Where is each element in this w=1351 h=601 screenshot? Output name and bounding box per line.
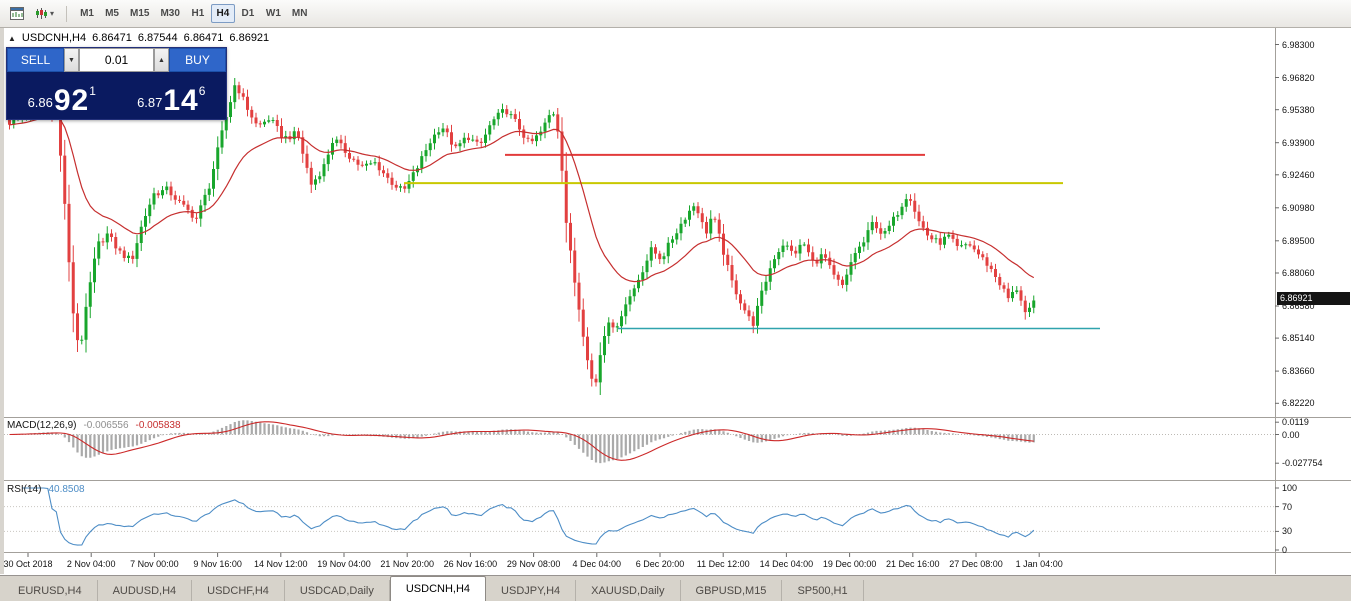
chart-tab-xauusd-daily[interactable]: XAUUSD,Daily [576, 580, 681, 601]
volume-input[interactable] [79, 48, 154, 72]
timeframe-button-d1[interactable]: D1 [241, 8, 255, 19]
ohlc-high: 6.87544 [137, 32, 178, 44]
toolbar-separator [66, 5, 68, 22]
one-click-trading-panel: SELL ▼ ▲ BUY 6.86 92 1 6.87 14 6 [6, 47, 227, 120]
buy-button[interactable]: BUY [169, 48, 226, 72]
chart-tab-sp500-h1[interactable]: SP500,H1 [782, 580, 864, 601]
chart-tab-gbpusd-m15[interactable]: GBPUSD,M15 [681, 580, 783, 601]
ohlc-low: 6.86471 [183, 32, 224, 44]
sell-price-head: 6.86 [27, 95, 53, 110]
buy-price-head: 6.87 [137, 95, 163, 110]
one-click-collapse-icon[interactable]: ▲ [8, 34, 16, 43]
chart-tab-audusd-h4[interactable]: AUDUSD,H4 [98, 580, 193, 601]
trade-prices-row: 6.86 92 1 6.87 14 6 [7, 72, 226, 119]
sell-price-sup: 1 [89, 84, 96, 98]
macd-signal-value: -0.005838 [135, 420, 181, 431]
dropdown-caret-icon: ▾ [50, 9, 55, 18]
rsi-value: 40.8508 [48, 484, 85, 495]
chart-left-border [0, 28, 4, 574]
candle-wicks-down [9, 81, 1026, 387]
rsi-indicator-label: RSI(14) 40.8508 [7, 484, 85, 495]
chart-header: ▲ USDCNH,H4 6.86471 6.87544 6.86471 6.86… [8, 32, 269, 44]
buy-price-big: 14 [163, 84, 199, 117]
rsi-line [22, 487, 1035, 546]
timeframe-button-m15[interactable]: M15 [130, 8, 150, 19]
chart-tab-eurusd-h4[interactable]: EURUSD,H4 [3, 580, 98, 601]
sell-button[interactable]: SELL [7, 48, 64, 72]
chart-symbol: USDCNH,H4 [21, 32, 87, 44]
macd-indicator-label: MACD(12,26,9) -0.006556 -0.005838 [7, 420, 181, 431]
candlestick-chart-icon [36, 8, 47, 19]
top-toolbar: ▾ M1 M5 M15 M30 H1 H4 D1 W1 MN [0, 0, 1351, 28]
chart-window-icon[interactable] [6, 4, 28, 24]
moving-average-line [9, 115, 1035, 283]
macd-histogram [12, 420, 1035, 464]
rsi-name: RSI(14) [7, 484, 42, 495]
timeframe-button-h4[interactable]: H4 [210, 4, 235, 23]
volume-increase-button[interactable]: ▲ [154, 48, 169, 72]
chart-tab-usdcad-daily[interactable]: USDCAD,Daily [285, 580, 390, 601]
chart-window-glyph [10, 7, 24, 20]
chart-type-dropdown[interactable]: ▾ [31, 4, 58, 24]
trade-controls-row: SELL ▼ ▲ BUY [7, 48, 226, 72]
macd-name: MACD(12,26,9) [7, 420, 77, 431]
current-price-badge: 6.86921 [1277, 292, 1350, 305]
chart-tab-usdchf-h4[interactable]: USDCHF,H4 [192, 580, 285, 601]
macd-signal-line [9, 421, 1034, 461]
buy-price-sup: 6 [198, 84, 206, 98]
timeframe-button-h1[interactable]: H1 [191, 8, 205, 19]
timeframe-button-m5[interactable]: M5 [105, 8, 119, 19]
chart-tab-usdcnh-h4[interactable]: USDCNH,H4 [389, 576, 487, 601]
main-chart[interactable] [0, 28, 1351, 574]
buy-price[interactable]: 6.87 14 6 [117, 72, 227, 119]
sell-price[interactable]: 6.86 92 1 [7, 72, 117, 119]
candle-bodies-down [8, 85, 1027, 383]
timeframe-toolbar: M1 M5 M15 M30 H1 H4 D1 W1 MN [75, 4, 312, 23]
macd-main-value: -0.006556 [83, 420, 129, 431]
time-axis[interactable] [0, 553, 1275, 574]
sell-price-big: 92 [53, 84, 90, 117]
volume-decrease-button[interactable]: ▼ [64, 48, 79, 72]
chart-tab-usdjpy-h4[interactable]: USDJPY,H4 [486, 580, 577, 601]
chart-tab-bar: EURUSD,H4 AUDUSD,H4 USDCHF,H4 USDCAD,Daily U… [0, 575, 1351, 601]
timeframe-button-m1[interactable]: M1 [80, 8, 94, 19]
ohlc-close: 6.86921 [229, 32, 270, 44]
ohlc-open: 6.86471 [92, 32, 132, 44]
timeframe-button-mn[interactable]: MN [291, 8, 308, 19]
timeframe-button-m30[interactable]: M30 [160, 8, 180, 19]
timeframe-button-w1[interactable]: W1 [265, 8, 281, 19]
